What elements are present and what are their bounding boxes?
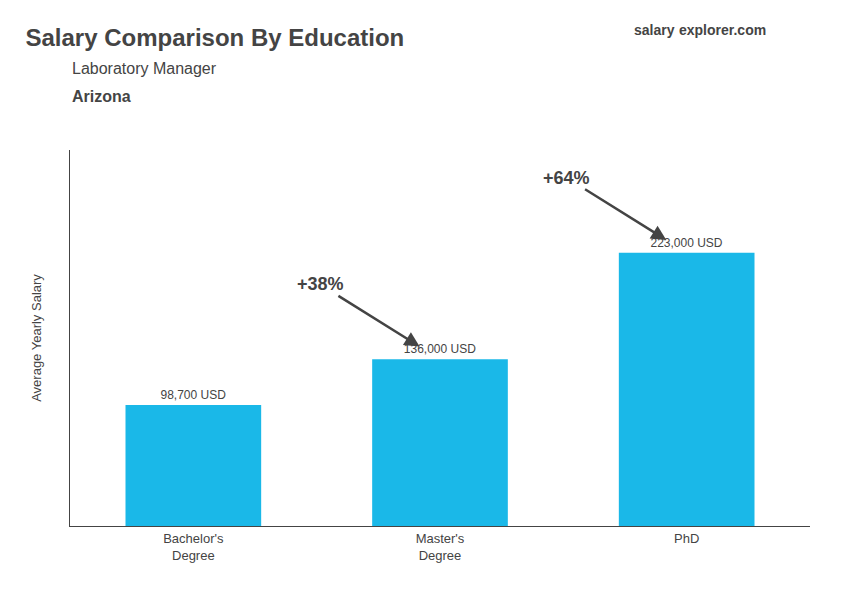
svg-text:PhD: PhD [674, 531, 699, 546]
svg-text:Arizona: Arizona [72, 88, 131, 105]
svg-text:salary: salary [634, 22, 675, 38]
svg-text:223,000 USD: 223,000 USD [650, 236, 722, 250]
svg-text:Salary Comparison By Education: Salary Comparison By Education [26, 24, 405, 51]
svg-text:explorer.com: explorer.com [679, 22, 766, 38]
svg-text:Average Yearly Salary: Average Yearly Salary [29, 274, 44, 402]
svg-text:+64%: +64% [543, 168, 590, 188]
svg-text:Master'sDegree: Master'sDegree [416, 531, 465, 563]
svg-text:+38%: +38% [297, 274, 344, 294]
svg-text:136,000 USD: 136,000 USD [404, 342, 476, 356]
svg-text:98,700 USD: 98,700 USD [160, 388, 226, 402]
svg-text:Bachelor'sDegree: Bachelor'sDegree [163, 531, 224, 563]
svg-text:Laboratory Manager: Laboratory Manager [72, 60, 217, 77]
